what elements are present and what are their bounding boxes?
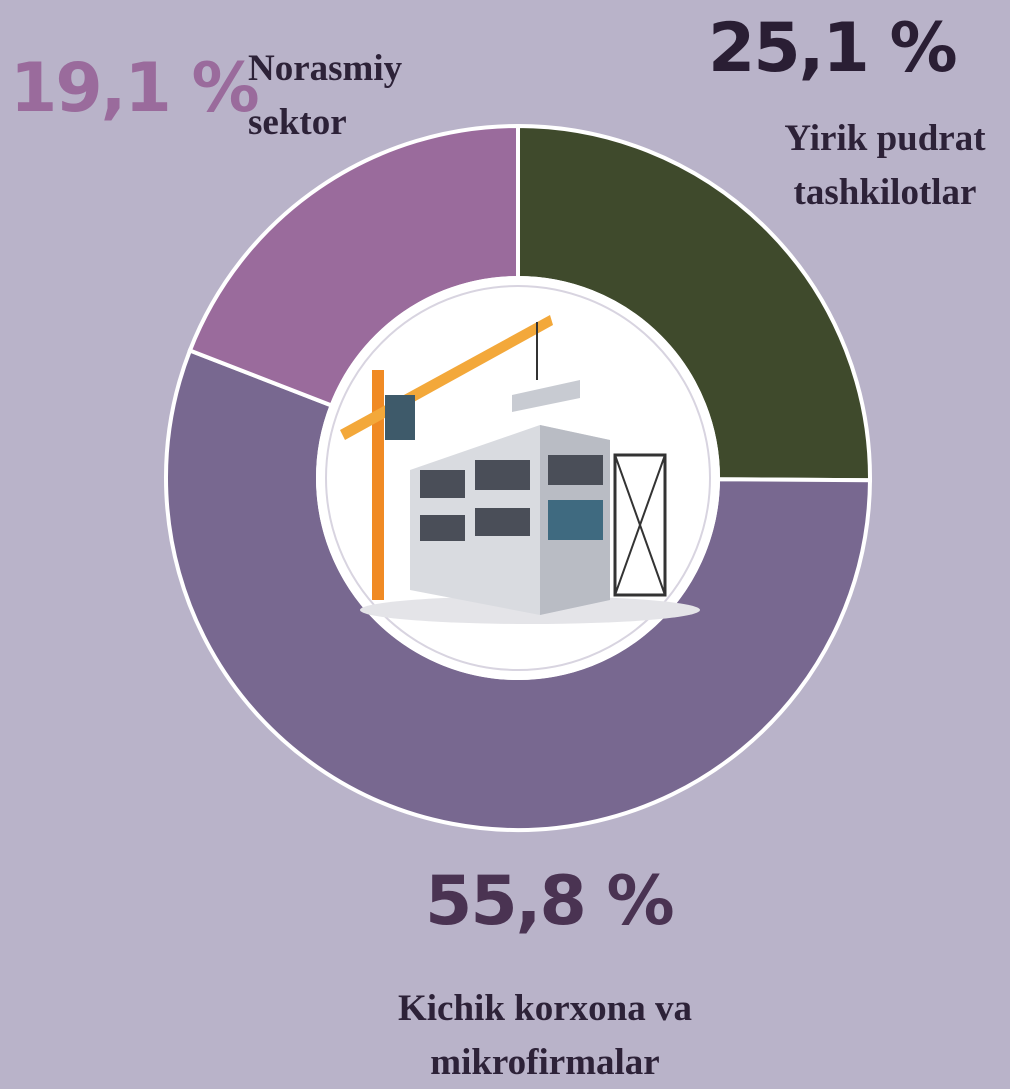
center-ring (325, 285, 711, 671)
category-label: Kichik korxona va mikrofirmalar (398, 988, 692, 1083)
category-label: Norasmiy sektor (248, 48, 403, 143)
donut (164, 123, 873, 832)
category-label: Yirik pudrat tashkilotlar (784, 118, 986, 213)
value-label: 55,8 % (425, 862, 675, 941)
value-label: 25,1 % (708, 9, 958, 88)
value-label: 19,1 % (10, 49, 260, 128)
building-illustration (340, 315, 700, 624)
